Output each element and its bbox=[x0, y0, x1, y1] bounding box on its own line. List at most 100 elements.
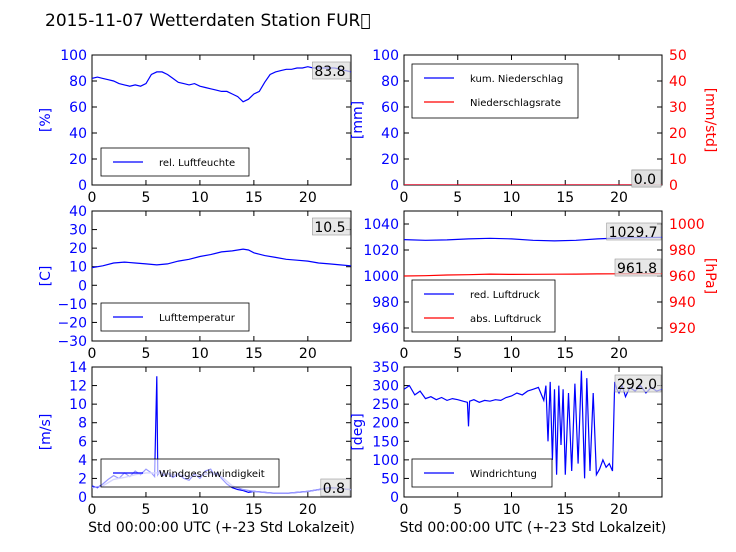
y-tick-label: 350 bbox=[372, 360, 399, 376]
y-tick-label: 8 bbox=[78, 416, 87, 432]
y-tick-label: 20 bbox=[69, 241, 87, 257]
x-tick-label: 15 bbox=[556, 502, 574, 518]
y-tick-label: 0 bbox=[390, 178, 399, 194]
y-tick-label: 1000 bbox=[363, 269, 399, 285]
series-line bbox=[92, 248, 351, 269]
value-box bbox=[614, 258, 662, 277]
y2-tick-label: 40 bbox=[669, 74, 687, 90]
x-tick-label: 5 bbox=[453, 346, 462, 362]
x-tick-label: 10 bbox=[191, 502, 209, 518]
y-tick-label: 0 bbox=[78, 178, 87, 194]
x-tick-label: 15 bbox=[245, 502, 263, 518]
legend-label: red. Luftdruck bbox=[470, 290, 540, 301]
current-value-label: 83.8 bbox=[314, 64, 345, 80]
plot-frame bbox=[91, 54, 352, 186]
current-value-label: 10.5 bbox=[314, 220, 345, 236]
subplot-2: 0 5 10 15 20 0 20 40 60 80 100 0 10 20 30 40 50 [mm] [mm/s… bbox=[350, 48, 718, 206]
legend-label: kum. Niederschlag bbox=[470, 74, 563, 85]
x-tick-label: 20 bbox=[299, 502, 317, 518]
x-tick-label: 15 bbox=[245, 190, 263, 206]
y2-tick-label: 20 bbox=[669, 126, 687, 142]
y-tick-label: 14 bbox=[69, 360, 87, 376]
y-tick-label: 1020 bbox=[363, 243, 399, 259]
x-tick-label: 5 bbox=[453, 502, 462, 518]
x-tick-label: 0 bbox=[400, 346, 409, 362]
x-tick-label: 10 bbox=[503, 190, 521, 206]
x-tick-label: 15 bbox=[556, 190, 574, 206]
y-tick-label: 6 bbox=[78, 434, 87, 450]
x-tick-label: 0 bbox=[88, 502, 97, 518]
x-tick-label: 10 bbox=[191, 190, 209, 206]
y-tick-label: 200 bbox=[372, 416, 399, 432]
y-tick-label: 40 bbox=[69, 204, 87, 220]
current-value-label: 961.8 bbox=[617, 261, 657, 277]
y-axis-label: [deg] bbox=[350, 413, 366, 450]
y-tick-label: 250 bbox=[372, 397, 399, 413]
y-tick-label: 10 bbox=[69, 260, 87, 276]
x-tick-label: 5 bbox=[141, 190, 150, 206]
current-value-label: 0.8 bbox=[323, 481, 345, 497]
value-box bbox=[614, 374, 662, 393]
legend-label: abs. Luftdruck bbox=[470, 314, 541, 325]
x-tick-label: 0 bbox=[88, 346, 97, 362]
y-tick-label: 20 bbox=[381, 152, 399, 168]
y2-tick-label: 50 bbox=[669, 48, 687, 64]
y-tick-label: 80 bbox=[69, 74, 87, 90]
y-tick-label: 100 bbox=[372, 48, 399, 64]
legend-label: Windgeschwindigkeit bbox=[159, 469, 265, 480]
y2-tick-label: 10 bbox=[669, 152, 687, 168]
x-tick-label: 20 bbox=[299, 346, 317, 362]
y2-tick-label: 30 bbox=[669, 100, 687, 116]
x-tick-label: 0 bbox=[400, 502, 409, 518]
x-tick-label: 20 bbox=[610, 346, 628, 362]
legend-label: Lufttemperatur bbox=[159, 313, 236, 324]
x-tick-label: 5 bbox=[453, 190, 462, 206]
legend-label: Niederschlagsrate bbox=[470, 98, 561, 109]
y-axis-label: [C] bbox=[38, 266, 54, 287]
y2-tick-label: 1000 bbox=[669, 217, 705, 233]
y2-axis-label: [mm/std] bbox=[702, 88, 718, 153]
y-tick-label: 20 bbox=[69, 152, 87, 168]
y-tick-label: 0 bbox=[78, 490, 87, 506]
x-tick-label: 20 bbox=[299, 190, 317, 206]
legend-label: Windrichtung bbox=[470, 469, 537, 480]
y-tick-label: 40 bbox=[381, 126, 399, 142]
y2-tick-label: 960 bbox=[669, 269, 696, 285]
y-tick-label: 0 bbox=[390, 490, 399, 506]
y2-tick-label: 920 bbox=[669, 321, 696, 337]
y-tick-label: 100 bbox=[60, 48, 87, 64]
subplot-3: 0 5 10 15 20 −30 −20 −10 0 10 20 30 40 [C] Lufttempera… bbox=[38, 204, 352, 362]
legend-label: rel. Luftfeuchte bbox=[159, 158, 235, 169]
y-tick-label: 300 bbox=[372, 379, 399, 395]
y-tick-label: 80 bbox=[381, 74, 399, 90]
y-tick-label: 150 bbox=[372, 434, 399, 450]
value-box bbox=[320, 478, 351, 497]
y-axis-label: [%] bbox=[38, 108, 54, 132]
subplot-1: 0 5 10 15 20 0 20 40 60 80 100 [%] rel. Luftfeuchte 8… bbox=[38, 48, 352, 206]
legend-box bbox=[411, 279, 556, 333]
plot-frame bbox=[403, 366, 663, 498]
y-tick-label: −10 bbox=[57, 297, 87, 313]
y-tick-label: 100 bbox=[372, 453, 399, 469]
value-box bbox=[312, 217, 351, 236]
y-tick-label: 12 bbox=[69, 379, 87, 395]
current-value-label: 0.0 bbox=[634, 172, 656, 188]
x-tick-label: 5 bbox=[141, 346, 150, 362]
value-box bbox=[312, 61, 351, 80]
legend-box bbox=[411, 63, 579, 119]
x-tick-label: 10 bbox=[503, 346, 521, 362]
y-tick-label: 60 bbox=[69, 100, 87, 116]
value-box bbox=[631, 169, 662, 188]
x-tick-label: 20 bbox=[610, 502, 628, 518]
x-tick-label: 15 bbox=[556, 346, 574, 362]
y-tick-label: 50 bbox=[381, 471, 399, 487]
y-tick-label: 4 bbox=[78, 453, 87, 469]
y-tick-label: 960 bbox=[372, 321, 399, 337]
y-axis-label: [mm] bbox=[350, 101, 366, 139]
x-tick-label: 10 bbox=[503, 502, 521, 518]
y-tick-label: 980 bbox=[372, 295, 399, 311]
plot-frame bbox=[91, 210, 352, 342]
y2-tick-label: 980 bbox=[669, 243, 696, 259]
